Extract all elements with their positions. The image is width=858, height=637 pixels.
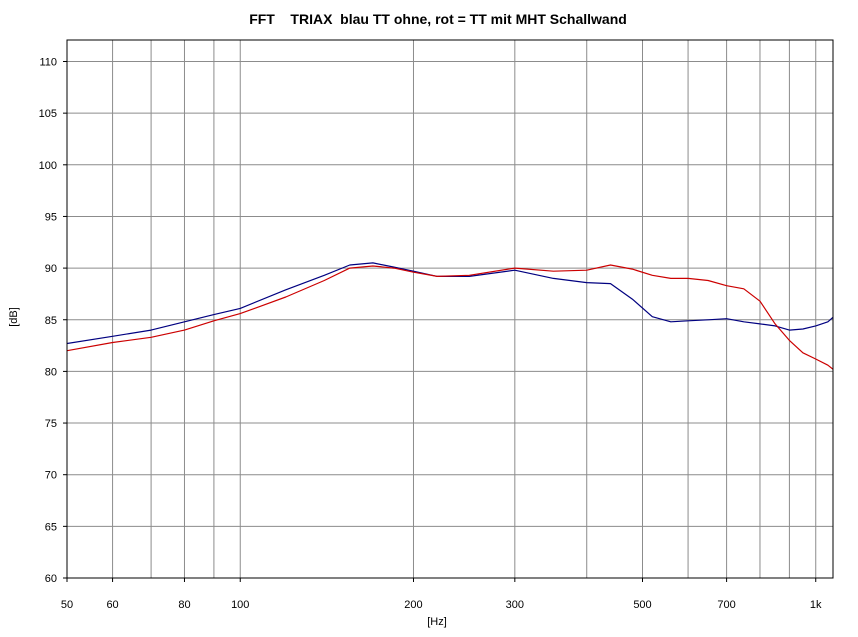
y-tick-label: 75 [45, 418, 57, 430]
series-line-red [67, 264, 833, 371]
x-tick-label: 500 [633, 599, 651, 611]
x-tick-label: 700 [717, 599, 735, 611]
x-tick-label: 60 [106, 599, 118, 611]
x-tick-label: 1k [810, 599, 822, 611]
x-tick-label: 100 [231, 599, 249, 611]
x-tick-label: 300 [506, 599, 524, 611]
y-tick-label: 95 [45, 211, 57, 223]
x-tick-label: 50 [61, 599, 73, 611]
grid [67, 40, 833, 578]
y-tick-label: 65 [45, 521, 57, 533]
series-line-blue [67, 262, 833, 345]
y-tick-label: 60 [45, 573, 57, 585]
y-tick-label: 80 [45, 366, 57, 378]
plot-frame [66, 39, 834, 579]
y-tick-label: 85 [45, 315, 57, 327]
x-tick-label: 80 [178, 599, 190, 611]
y-tick-label: 110 [39, 57, 57, 69]
y-tick-label: 105 [39, 108, 57, 120]
y-tick-labels: 60 65 70 75 80 85 90 95 100 105 110 [39, 57, 67, 585]
y-axis-label: [dB] [8, 307, 20, 327]
series-layer [67, 262, 833, 371]
y-tick-label: 70 [45, 470, 57, 482]
chart-title: FFT TRIAX blau TT ohne, rot = TT mit MHT… [249, 11, 627, 27]
x-axis-label: [Hz] [427, 616, 447, 628]
y-tick-label: 100 [39, 160, 57, 172]
y-tick-label: 90 [45, 263, 57, 275]
x-tick-labels: 5060801002003005007001k2k3k4k5k6k8k10k20… [61, 578, 822, 611]
x-tick-label: 200 [404, 599, 422, 611]
